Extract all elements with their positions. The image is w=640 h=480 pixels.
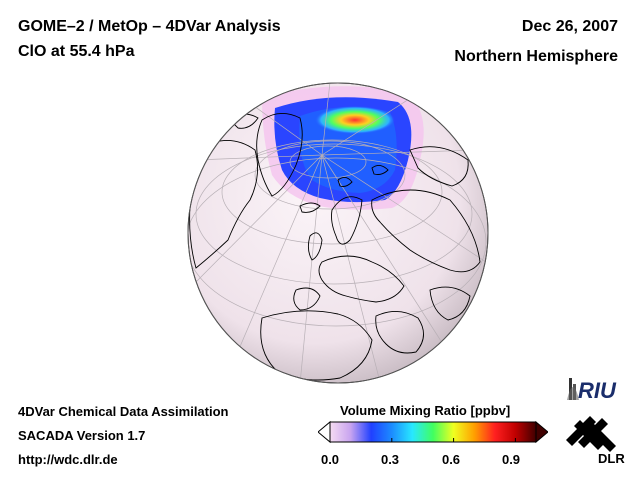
colorbar-tick-3: 0.9	[501, 452, 521, 467]
footer-url: http://wdc.dlr.de	[18, 452, 118, 467]
clo-maximum	[315, 106, 395, 134]
colorbar	[318, 420, 548, 444]
dlr-logo-text: DLR	[598, 451, 625, 466]
colorbar-low-arrow	[318, 420, 331, 444]
region-label: Northern Hemisphere	[454, 48, 618, 65]
date-label: Dec 26, 2007	[521, 18, 618, 35]
colorbar-tick-2: 0.6	[441, 452, 461, 467]
globe-map	[187, 82, 489, 384]
coastline-outlines	[189, 113, 481, 381]
dlr-logo: DLR	[566, 416, 625, 466]
footer-version: SACADA Version 1.7	[18, 428, 146, 443]
colorbar-tick-1: 0.3	[380, 452, 400, 467]
colorbar-high-arrow	[535, 420, 548, 444]
riu-logo: RIU	[567, 378, 617, 403]
riu-logo-text: RIU	[578, 378, 617, 403]
chart-subtitle: ClO at 55.4 hPa	[18, 43, 135, 60]
footer-assimilation: 4DVar Chemical Data Assimilation	[18, 404, 229, 419]
colorbar-tick-0: 0.0	[320, 452, 340, 467]
lat-lon-grid	[188, 83, 487, 383]
colorbar-title: Volume Mixing Ratio [ppbv]	[340, 403, 511, 418]
chart-title: GOME–2 / MetOp – 4DVar Analysis	[18, 18, 281, 35]
colorbar-gradient	[329, 421, 537, 443]
